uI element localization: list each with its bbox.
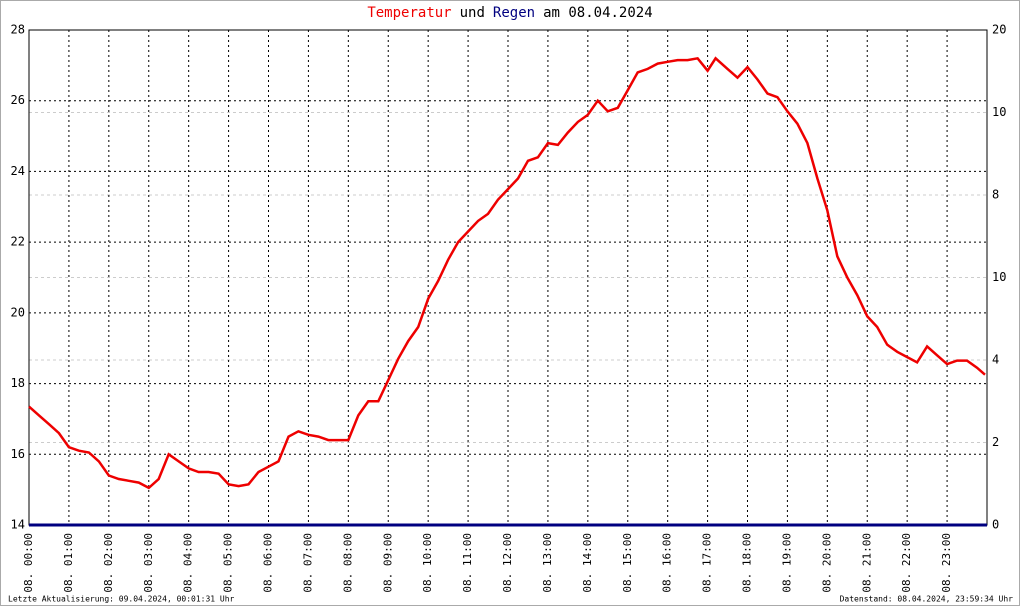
x-tick-label: 08. 03:00 bbox=[142, 533, 155, 593]
chart-title: Temperatur und Regen am 08.04.2024 bbox=[367, 5, 652, 21]
footer-left: Letzte Aktualisierung: 09.04.2024, 00:01… bbox=[8, 595, 235, 604]
y2-tick-label: 4 bbox=[992, 353, 999, 367]
title-temperature: Temperatur bbox=[367, 5, 451, 21]
x-tick-label: 08. 23:00 bbox=[940, 533, 953, 593]
y2-tick-label: 8 bbox=[992, 188, 999, 202]
x-tick-label: 08. 13:00 bbox=[541, 533, 554, 593]
x-tick-label: 08. 06:00 bbox=[262, 533, 275, 593]
x-tick-label: 08. 21:00 bbox=[860, 533, 873, 593]
x-tick-label: 08. 07:00 bbox=[301, 533, 314, 593]
y-tick-label: 20 bbox=[11, 305, 25, 319]
x-tick-label: 08. 09:00 bbox=[381, 533, 394, 593]
x-tick-label: 08. 01:00 bbox=[62, 533, 75, 593]
y2-tick-label: 0 bbox=[992, 518, 999, 532]
y-tick-label: 22 bbox=[11, 235, 25, 249]
y-tick-label: 16 bbox=[11, 447, 25, 461]
title-rain: Regen bbox=[493, 5, 535, 21]
x-tick-label: 08. 12:00 bbox=[501, 533, 514, 593]
x-tick-label: 08. 08:00 bbox=[341, 533, 354, 593]
x-tick-label: 08. 20:00 bbox=[820, 533, 833, 593]
y-tick-label: 18 bbox=[11, 376, 25, 390]
x-tick-label: 08. 16:00 bbox=[661, 533, 674, 593]
y-tick-label: 14 bbox=[11, 518, 25, 532]
x-tick-label: 08. 14:00 bbox=[581, 533, 594, 593]
y2-tick-label: 10 bbox=[992, 270, 1006, 284]
x-tick-label: 08. 18:00 bbox=[741, 533, 754, 593]
x-tick-label: 08. 19:00 bbox=[780, 533, 793, 593]
y2-tick-label: 2 bbox=[992, 435, 999, 449]
x-tick-label: 08. 11:00 bbox=[461, 533, 474, 593]
x-tick-label: 08. 17:00 bbox=[701, 533, 714, 593]
x-tick-label: 08. 22:00 bbox=[900, 533, 913, 593]
y-tick-label: 24 bbox=[11, 164, 25, 178]
x-tick-label: 08. 00:00 bbox=[22, 533, 35, 593]
x-tick-label: 08. 02:00 bbox=[102, 533, 115, 593]
y-tick-label: 26 bbox=[11, 93, 25, 107]
x-tick-label: 08. 10:00 bbox=[421, 533, 434, 593]
x-tick-label: 08. 04:00 bbox=[182, 533, 195, 593]
x-tick-label: 08. 15:00 bbox=[621, 533, 634, 593]
footer-right: Datenstand: 08.04.2024, 23:59:34 Uhr bbox=[840, 595, 1014, 604]
title-date: am 08.04.2024 bbox=[543, 5, 653, 21]
y-tick-label: 28 bbox=[11, 23, 25, 37]
title-and: und bbox=[460, 5, 485, 21]
series-line bbox=[28, 56, 986, 490]
y2-tick-label: 10 bbox=[992, 105, 1006, 119]
y2-tick-label: 20 bbox=[992, 23, 1006, 37]
x-tick-label: 08. 05:00 bbox=[222, 533, 235, 593]
